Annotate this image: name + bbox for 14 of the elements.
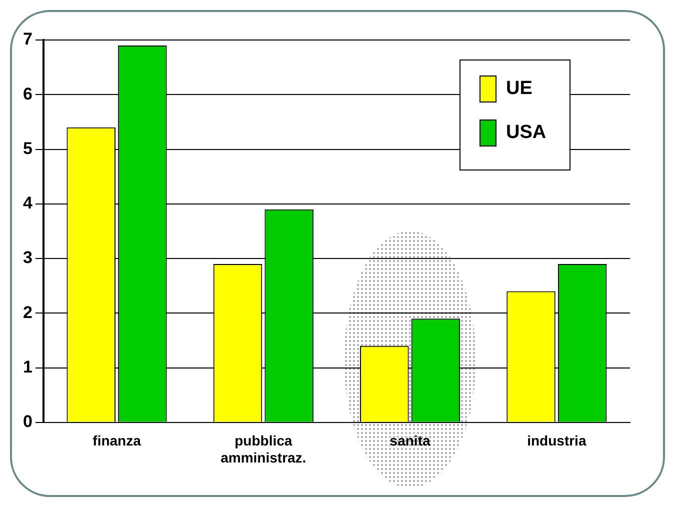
y-tick-label: 5 xyxy=(22,138,32,158)
x-tick-label: sanita xyxy=(390,432,430,449)
x-tick-label: pubblica amministraz. xyxy=(220,432,306,466)
x-tick-label: finanza xyxy=(92,432,142,449)
legend-label: USA xyxy=(506,122,546,144)
y-tick-label: 6 xyxy=(22,84,32,104)
y-tick-label: 7 xyxy=(22,30,32,49)
y-tick-label: 2 xyxy=(22,302,32,322)
y-tick-label: 0 xyxy=(22,412,32,432)
legend-label: UE xyxy=(506,78,532,100)
x-tick-label: industria xyxy=(527,432,586,449)
y-tick-label: 4 xyxy=(22,194,33,213)
y-tick-label: 1 xyxy=(22,357,32,376)
y-tick-label: 3 xyxy=(22,248,32,268)
